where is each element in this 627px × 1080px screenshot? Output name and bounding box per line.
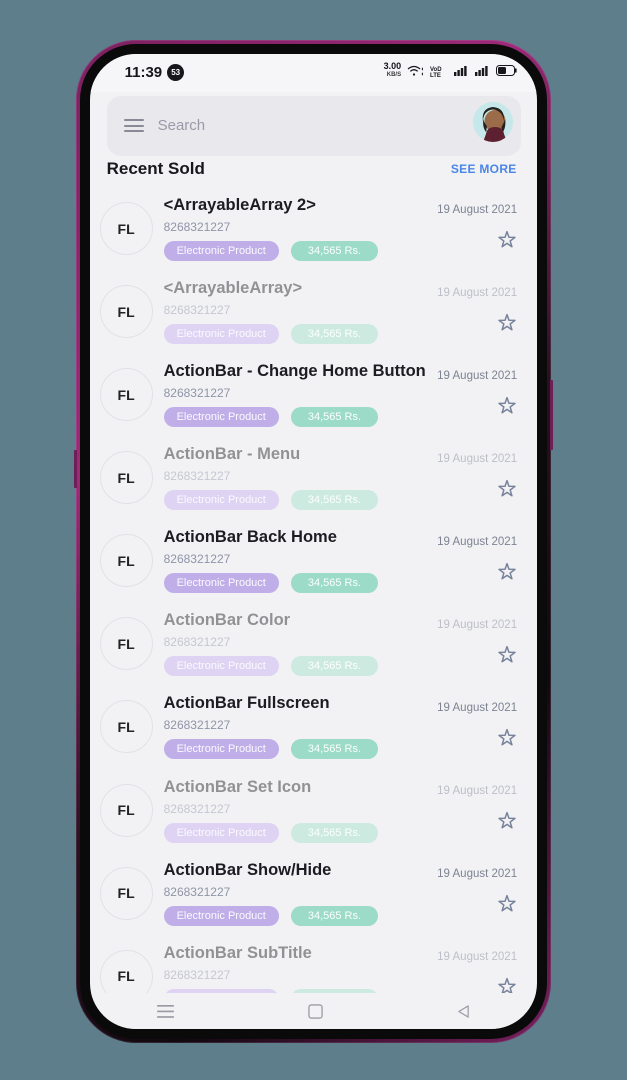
svg-text:LTE: LTE xyxy=(430,73,441,77)
